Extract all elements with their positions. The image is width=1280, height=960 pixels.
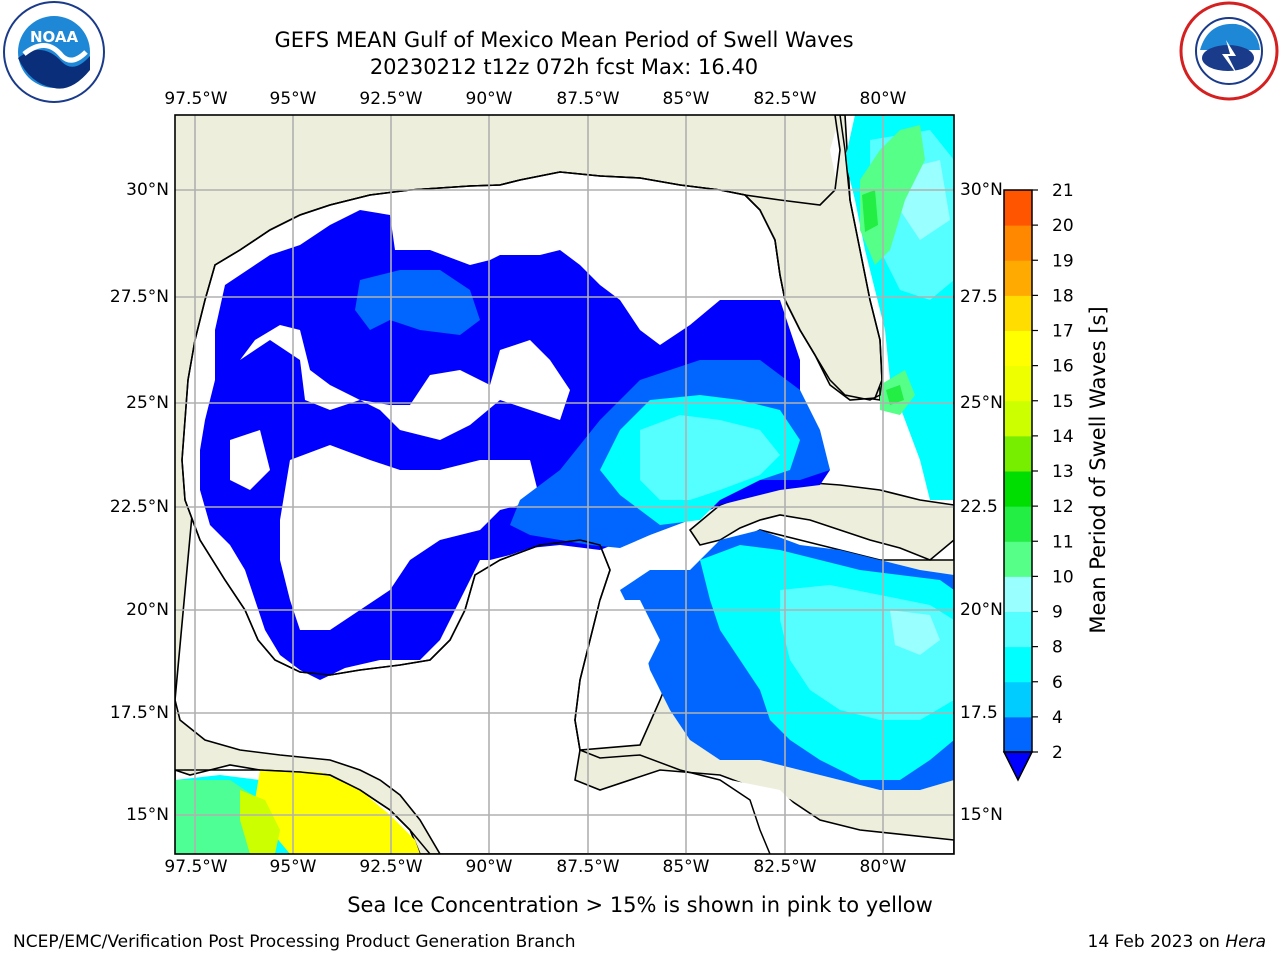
colorbar-tick-label: 20 <box>1052 216 1074 236</box>
lat-tick-right: 20°N <box>960 600 1003 620</box>
footer-host: Hera <box>1225 932 1266 952</box>
lon-tick-top: 95°W <box>269 89 317 109</box>
footer-branch: NCEP/EMC/Verification Post Processing Pr… <box>13 932 576 952</box>
noaa-logo-text: NOAA <box>30 28 79 46</box>
lat-tick-right: 30°N <box>960 180 1003 200</box>
lon-tick-bottom: 92.5°W <box>359 857 423 877</box>
lat-tick-right: 25°N <box>960 393 1003 413</box>
lon-tick-bottom: 90°W <box>465 857 513 877</box>
colorbar-segment <box>1004 576 1032 612</box>
lat-tick-right: 15°N <box>960 805 1003 825</box>
noaa-logo: NOAA <box>3 1 105 103</box>
lon-tick-top: 92.5°W <box>359 89 423 109</box>
graticule <box>175 115 954 854</box>
lon-tick-bottom: 82.5°W <box>753 857 817 877</box>
colorbar-segment <box>1004 365 1032 402</box>
map-frame <box>174 114 955 855</box>
sea-ice-note: Sea Ice Concentration > 15% is shown in … <box>347 893 933 917</box>
colorbar-segment <box>1004 190 1032 226</box>
lat-tick-left: 22.5°N <box>109 497 169 517</box>
colorbar-under-arrow <box>1002 751 1034 782</box>
lat-tick-right: 17.5 <box>960 703 998 723</box>
colorbar-tick-label: 11 <box>1052 532 1074 552</box>
lon-tick-bottom: 97.5°W <box>164 857 228 877</box>
lon-tick-bottom: 80°W <box>859 857 907 877</box>
lon-tick-top: 90°W <box>465 89 513 109</box>
chart-title: GEFS MEAN Gulf of Mexico Mean Period of … <box>274 28 854 52</box>
colorbar-segment <box>1004 681 1032 718</box>
colorbar: 2 4 6 8 9 10 11 12 13 14 15 16 17 18 19 20 21 <box>1002 181 1074 782</box>
lon-tick-top: 85°W <box>662 89 710 109</box>
colorbar-tick-label: 10 <box>1052 567 1074 587</box>
colorbar-tick-label: 15 <box>1052 392 1074 412</box>
colorbar-tick-label: 13 <box>1052 462 1074 482</box>
colorbar-segment <box>1004 435 1032 472</box>
lon-tick-bottom: 85°W <box>662 857 710 877</box>
colorbar-tick-label: 17 <box>1052 322 1074 342</box>
coastline <box>181 264 611 751</box>
lon-tick-top: 80°W <box>859 89 907 109</box>
lat-tick-left: 25°N <box>126 393 169 413</box>
swell-fill <box>175 115 954 854</box>
colorbar-segment <box>1004 506 1032 542</box>
colorbar-tick-label: 8 <box>1052 638 1063 658</box>
lon-tick-bottom: 95°W <box>269 857 317 877</box>
lat-tick-left: 15°N <box>126 805 169 825</box>
lat-tick-left: 27.5°N <box>109 287 169 307</box>
colorbar-tick-label: 19 <box>1052 251 1074 271</box>
colorbar-tick-label: 2 <box>1052 743 1063 763</box>
colorbar-tick-label: 21 <box>1052 181 1074 201</box>
colorbar-segment <box>1004 646 1032 683</box>
lat-tick-left: 30°N <box>126 180 169 200</box>
colorbar-segment <box>1004 716 1032 753</box>
colorbar-segment <box>1004 330 1032 367</box>
colorbar-tick-label: 12 <box>1052 497 1074 517</box>
lat-tick-right: 22.5 <box>960 497 998 517</box>
colorbar-segment <box>1004 260 1032 296</box>
lon-tick-top: 82.5°W <box>753 89 817 109</box>
colorbar-tick-label: 18 <box>1052 286 1074 306</box>
colorbar-tick-label: 14 <box>1052 427 1074 447</box>
map-area <box>175 115 954 854</box>
colorbar-segment <box>1004 295 1032 331</box>
lat-tick-left: 17.5°N <box>109 703 169 723</box>
colorbar-segment <box>1004 541 1032 577</box>
colorbar-label: Mean Period of Swell Waves [s] <box>1086 306 1110 633</box>
colorbar-tick-label: 9 <box>1052 603 1063 623</box>
chart-subtitle: 20230212 t12z 072h fcst Max: 16.40 <box>369 55 759 79</box>
colorbar-segment <box>1004 611 1032 648</box>
footer-date-text: 14 Feb 2023 on <box>1087 932 1226 952</box>
lon-tick-bottom: 87.5°W <box>556 857 620 877</box>
nws-logo <box>1179 1 1279 101</box>
lon-tick-top: 87.5°W <box>556 89 620 109</box>
colorbar-tick-label: 4 <box>1052 708 1063 728</box>
colorbar-tick-label: 6 <box>1052 673 1063 693</box>
colorbar-segment <box>1004 400 1032 437</box>
lon-tick-top: 97.5°W <box>164 89 228 109</box>
colorbar-segment <box>1004 225 1032 261</box>
colorbar-tick-label: 16 <box>1052 357 1074 377</box>
footer-date: 14 Feb 2023 on Hera <box>1088 932 1266 952</box>
lat-tick-left: 20°N <box>126 600 169 620</box>
lat-tick-right: 27.5 <box>960 287 998 307</box>
colorbar-segment <box>1004 471 1032 507</box>
